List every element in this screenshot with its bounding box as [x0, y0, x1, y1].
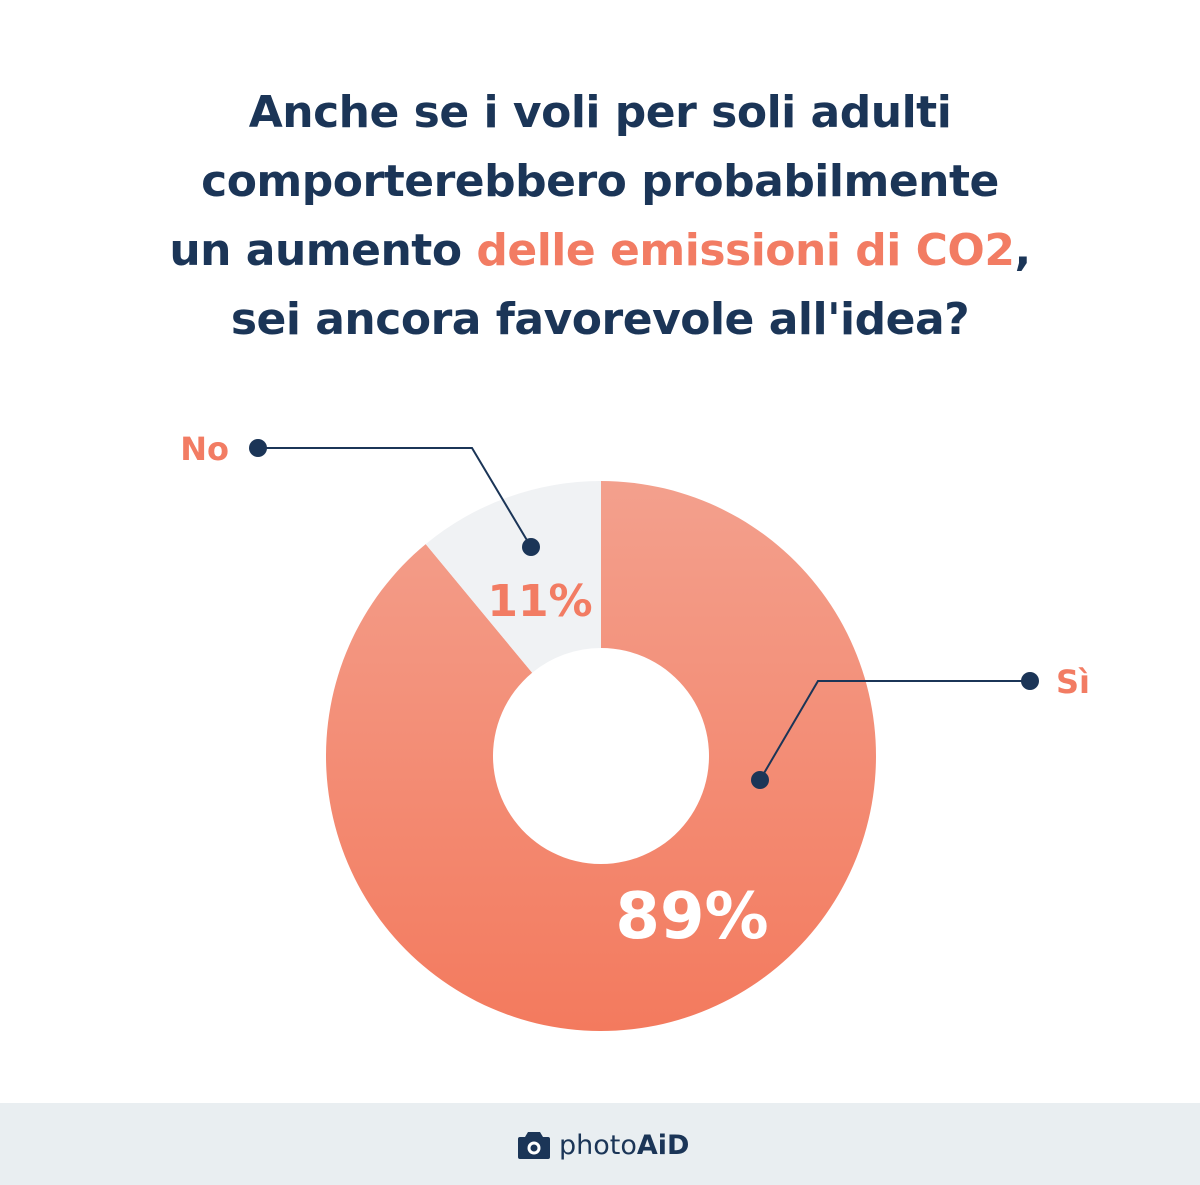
title-highlight: delle emissioni di CO2 — [476, 225, 1015, 276]
title-line-2: comporterebbero probabilmente — [201, 156, 999, 207]
title-line-3-end: , — [1014, 225, 1031, 276]
camera-icon — [518, 1132, 550, 1159]
donut-chart: 89% 11% No Sì — [180, 430, 1090, 1031]
value-label-si: 89% — [615, 880, 768, 954]
chart-title: Anche se i voli per soli adulti comporte… — [0, 78, 1200, 354]
leader-dot-si-outer — [1021, 672, 1039, 690]
title-line-4: sei ancora favorevole all'idea? — [230, 294, 970, 345]
slices-group — [325, 481, 876, 1031]
title-line-1: Anche se i voli per soli adulti — [248, 87, 952, 138]
legend-label-no: No — [180, 430, 229, 468]
leader-lines-group — [249, 439, 1039, 789]
slice-no — [425, 481, 601, 673]
footer-bar — [0, 1103, 1200, 1185]
slice-si — [325, 481, 876, 1031]
brand-logo: photoAiD — [517, 1125, 689, 1165]
legend-label-si: Sì — [1056, 663, 1090, 701]
leader-dot-si-inner — [751, 771, 769, 789]
brand-name: photoAiD — [559, 1130, 689, 1161]
leader-dot-no-outer — [249, 439, 267, 457]
brand-bold: AiD — [636, 1129, 690, 1161]
leader-line-no — [258, 447, 532, 548]
labels-group: 89% 11% No Sì — [180, 430, 1090, 954]
value-label-no: 11% — [487, 576, 592, 627]
leader-dot-no-inner — [522, 538, 540, 556]
leader-line-si — [759, 680, 1030, 781]
brand-light: photo — [559, 1129, 637, 1161]
title-line-3-start: un aumento — [169, 225, 477, 276]
title-line-3: un aumento delle emissioni di CO2, — [0, 216, 1200, 285]
